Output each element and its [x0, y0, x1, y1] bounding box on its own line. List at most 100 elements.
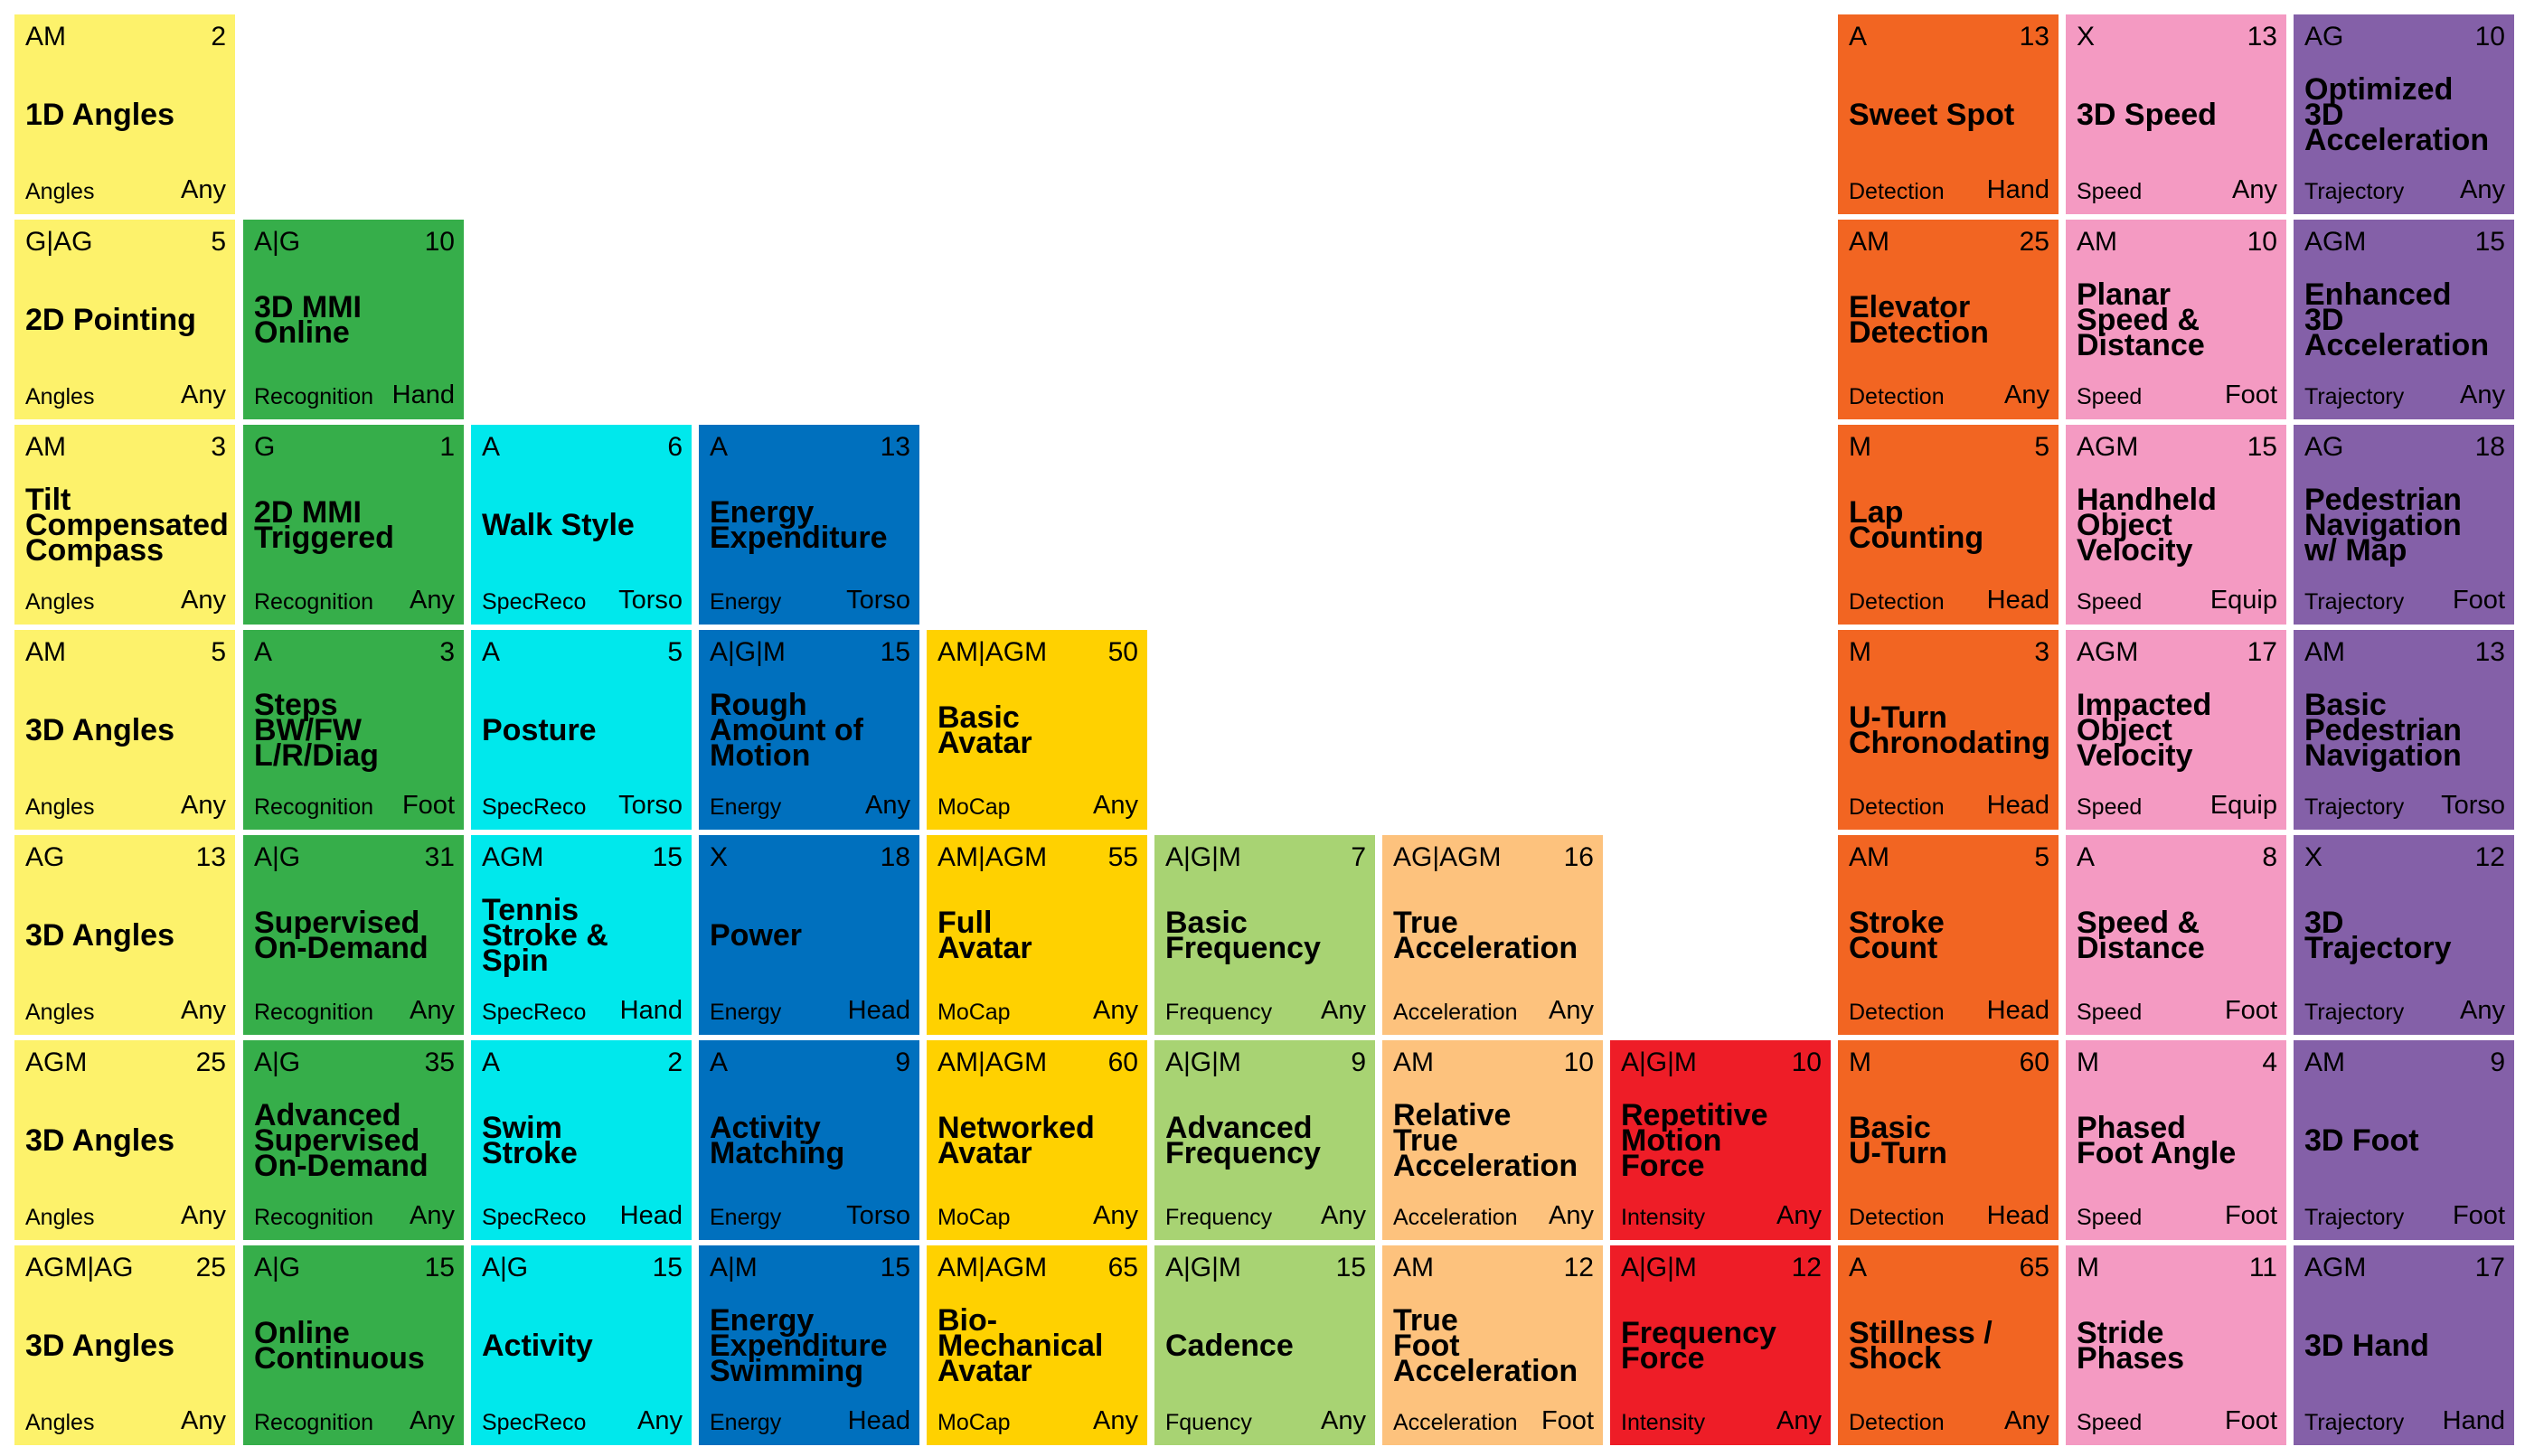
tile-symbol: M — [1849, 637, 1871, 667]
tile-name: Activity — [482, 1328, 593, 1363]
tile-name: Stillness / Shock — [1849, 1315, 1993, 1376]
tile-name: Planar Speed & Distance — [2077, 277, 2205, 362]
tile-category: Recognition — [254, 384, 374, 409]
tile-number: 16 — [1563, 842, 1594, 872]
tile-name: Speed & Distance — [2077, 905, 2205, 965]
tile-number: 17 — [2247, 637, 2277, 667]
tile-speed: AGM 15 Handheld Object Velocity Speed Equip — [2066, 425, 2286, 625]
tile-location: Hand — [619, 996, 683, 1025]
tile-category: SpecReco — [482, 1410, 587, 1435]
tile-name: Handheld Object Velocity — [2077, 482, 2217, 568]
tile-speed: A 8 Speed & Distance Speed Foot — [2066, 835, 2286, 1035]
tile-number: 10 — [1791, 1047, 1822, 1077]
tile-location: Any — [865, 791, 910, 820]
tile-mocap: AM|AGM 60 Networked Avatar MoCap Any — [927, 1040, 1147, 1240]
tile-category: Trajectory — [2304, 384, 2405, 409]
tile-category: Acceleration — [1393, 1000, 1518, 1025]
tile-frequency: A|G|M 7 Basic Frequency Frequency Any — [1154, 835, 1375, 1035]
tile-location: Foot — [2452, 1201, 2505, 1230]
tile-category: Intensity — [1621, 1205, 1706, 1230]
tile-speed: M 11 Stride Phases Speed Foot — [2066, 1245, 2286, 1445]
tile-number: 31 — [424, 842, 455, 872]
tile-specreco: A 5 Posture SpecReco Torso — [471, 630, 692, 830]
tile-category: Energy — [710, 1000, 782, 1025]
tile-detection: M 5 Lap Counting Detection Head — [1838, 425, 2059, 625]
tile-symbol: AGM — [2077, 432, 2139, 462]
tile-number: 9 — [895, 1047, 910, 1077]
tile-number: 18 — [880, 842, 910, 872]
tile-location: Foot — [2224, 380, 2277, 409]
tile-number: 25 — [195, 1253, 226, 1282]
tile-name: Rough Amount of Motion — [710, 687, 863, 773]
tile-name: Impacted Object Velocity — [2077, 687, 2212, 773]
tile-speed: X 13 3D Speed Speed Any — [2066, 14, 2286, 214]
tile-detection: M 3 U-Turn Chronodating Detection Head — [1838, 630, 2059, 830]
tile-number: 15 — [1335, 1253, 1366, 1282]
tile-name: Relative True Acceleration — [1393, 1097, 1578, 1183]
tile-symbol: A — [2077, 842, 2096, 872]
tile-specreco: A 2 Swim Stroke SpecReco Head — [471, 1040, 692, 1240]
tile-category: Recognition — [254, 589, 374, 615]
tile-category: Trajectory — [2304, 179, 2405, 204]
tile-symbol: M — [2077, 1047, 2099, 1077]
tile-number: 13 — [880, 432, 910, 462]
tile-number: 9 — [1351, 1047, 1366, 1077]
tile-category: Speed — [2077, 589, 2143, 615]
tile-trajectory: AM 13 Basic Pedestrian Navigation Trajector… — [2294, 630, 2514, 830]
tile-category: Frequency — [1165, 1205, 1273, 1230]
tile-location: Any — [2460, 996, 2505, 1025]
tile-symbol: AM — [2304, 1047, 2345, 1077]
tile-symbol: AG — [25, 842, 65, 872]
tile-name: 2D Pointing — [25, 302, 196, 337]
tile-number: 65 — [2019, 1253, 2049, 1282]
tile-angles: AGM 25 3D Angles Angles Any — [14, 1040, 235, 1240]
tile-category: Speed — [2077, 794, 2143, 820]
tile-name: Tennis Stroke & Spin — [482, 892, 608, 978]
tile-intensity: A|G|M 10 Repetitive Motion Force Intensity A… — [1610, 1040, 1831, 1240]
tile-location: Any — [181, 175, 226, 204]
tile-location: Any — [2460, 175, 2505, 204]
tile-energy: A 13 Energy Expenditure Energy Torso — [699, 425, 919, 625]
tile-number: 7 — [1351, 842, 1366, 872]
tile-location: Any — [1549, 1201, 1594, 1230]
tile-category: Recognition — [254, 1000, 374, 1025]
tile-symbol: AM — [25, 432, 66, 462]
tile-category: MoCap — [937, 1410, 1011, 1435]
tile-location: Foot — [1540, 1406, 1594, 1435]
tile-category: Recognition — [254, 1410, 374, 1435]
tile-category: Detection — [1849, 1000, 1945, 1025]
tile-location: Any — [1321, 1201, 1366, 1230]
tile-location: Any — [1093, 791, 1138, 820]
tile-symbol: A|G — [482, 1253, 529, 1282]
tile-energy: A 9 Activity Matching Energy Torso — [699, 1040, 919, 1240]
tile-name: Elevator Detection — [1849, 289, 1989, 350]
tile-name: Sweet Spot — [1849, 97, 2015, 132]
tile-number: 5 — [2034, 432, 2049, 462]
tile-symbol: AM — [25, 22, 66, 52]
tile-location: Torso — [618, 791, 683, 820]
tile-symbol: M — [1849, 432, 1871, 462]
tile-number: 12 — [1791, 1253, 1822, 1282]
tile-category: Intensity — [1621, 1410, 1706, 1435]
tile-symbol: AG — [2304, 22, 2344, 52]
tile-frequency: A|G|M 15 Cadence Fquency Any — [1154, 1245, 1375, 1445]
tile-location: Torso — [846, 586, 910, 615]
tile-recognition: A 3 Steps BW/FW L/R/Diag Recognition Foot — [243, 630, 464, 830]
tile-symbol: AM — [1393, 1253, 1434, 1282]
tile-location: Torso — [618, 586, 683, 615]
tile-location: Any — [1776, 1201, 1822, 1230]
tile-name: Phased Foot Angle — [2077, 1110, 2237, 1170]
tile-location: Any — [2232, 175, 2277, 204]
tile-name: True Foot Acceleration — [1393, 1302, 1578, 1388]
tile-number: 10 — [424, 227, 455, 257]
tile-trajectory: X 12 3D Trajectory Trajectory Any — [2294, 835, 2514, 1035]
tile-number: 3 — [439, 637, 455, 667]
tile-number: 13 — [2247, 22, 2277, 52]
tile-symbol: A|G|M — [1621, 1047, 1697, 1077]
tile-recognition: A|G 15 Online Continuous Recognition Any — [243, 1245, 464, 1445]
tile-symbol: AM — [1849, 227, 1889, 257]
tile-number: 12 — [1563, 1253, 1594, 1282]
tile-location: Any — [410, 1406, 455, 1435]
tile-symbol: M — [1849, 1047, 1871, 1077]
tile-category: Energy — [710, 1205, 782, 1230]
